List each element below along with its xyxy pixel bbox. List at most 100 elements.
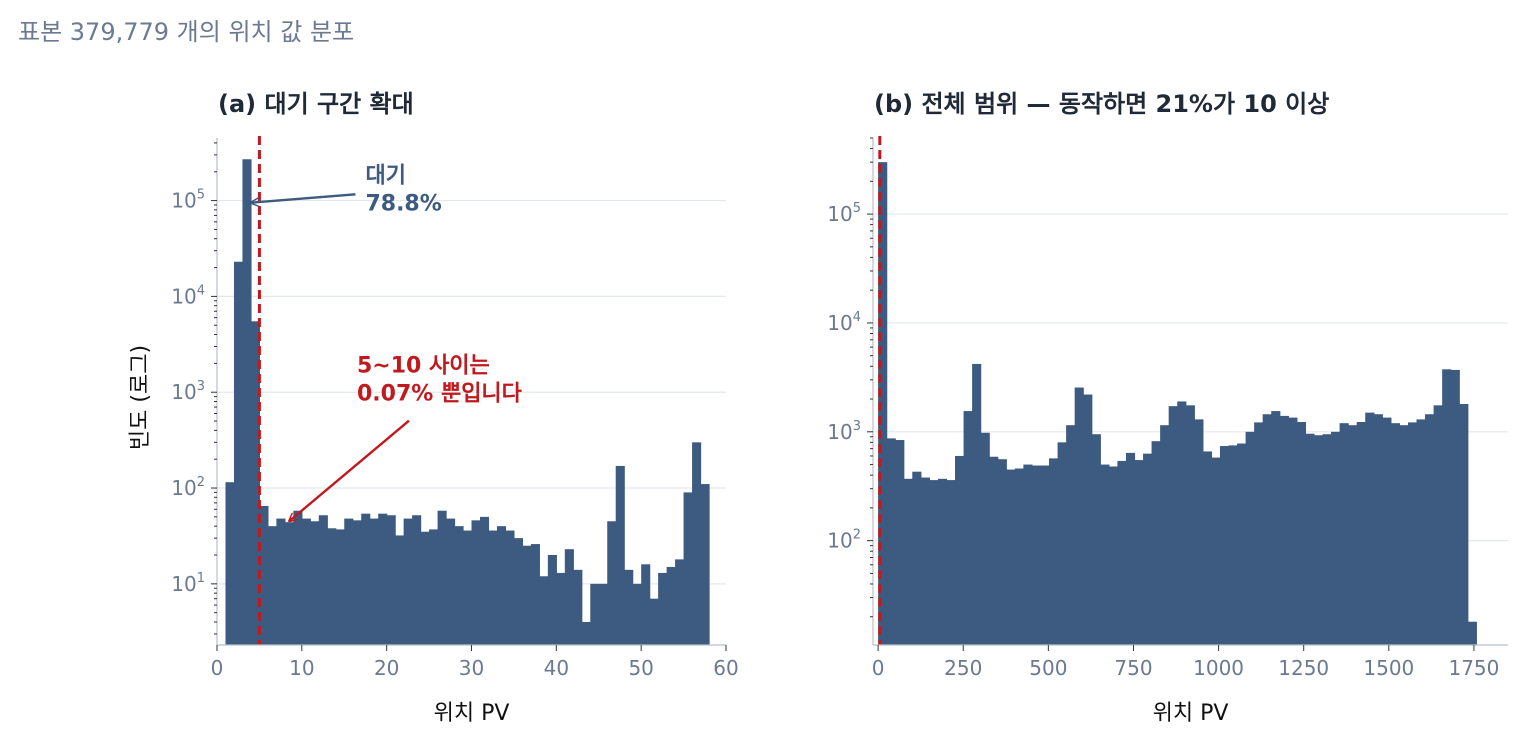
histogram-bar <box>1356 422 1366 645</box>
histogram-bar <box>1442 369 1452 645</box>
figure-suptitle: 표본 379,779 개의 위치 값 분포 <box>18 18 355 46</box>
histogram-bar <box>1399 425 1409 645</box>
histogram-bar <box>463 530 473 645</box>
histogram-bar <box>1228 445 1238 645</box>
histogram-bar <box>1305 433 1315 645</box>
histogram-bar <box>989 456 999 645</box>
x-tick-label: 0 <box>211 656 224 680</box>
histogram-bar <box>1049 458 1059 645</box>
y-tick-label: 105 <box>827 201 861 226</box>
histogram-bar <box>369 518 379 645</box>
histogram-bar <box>590 583 600 645</box>
histogram-bar <box>963 411 973 645</box>
histogram-bar <box>386 515 396 645</box>
histogram-bar <box>505 530 515 645</box>
histogram-bar <box>972 363 982 645</box>
histogram-bar <box>225 482 235 645</box>
histogram-bar <box>1322 434 1332 645</box>
histogram-bar <box>1083 394 1093 645</box>
histogram-bar <box>1254 422 1264 645</box>
histogram-bar <box>1014 468 1024 645</box>
y-tick-label: 102 <box>827 528 861 553</box>
histogram-bar <box>259 505 269 645</box>
histogram-bar <box>496 526 507 645</box>
histogram-bar <box>1467 621 1477 645</box>
histogram-bar <box>929 480 939 645</box>
histogram-bar <box>310 521 320 645</box>
histogram-bar <box>1040 465 1050 645</box>
histogram-bar <box>318 515 328 645</box>
histogram-bar <box>1143 453 1153 645</box>
histogram-bar <box>675 559 685 645</box>
histogram-bar <box>615 465 625 645</box>
panel-title: (b) 전체 범위 — 동작하면 21%가 10 이상 <box>874 90 1329 118</box>
y-tick-label: 102 <box>171 475 205 500</box>
histogram-bar <box>1031 465 1042 645</box>
histogram-bar <box>1117 460 1127 645</box>
histogram-bar <box>1202 451 1213 645</box>
histogram-bar <box>1296 422 1307 645</box>
y-tick-base: 10 <box>171 284 196 308</box>
x-tick-label: 1000 <box>1193 656 1244 680</box>
histogram-bar <box>1151 441 1161 645</box>
histogram-bar <box>692 442 702 645</box>
y-tick-base: 10 <box>171 380 196 404</box>
histogram-bar <box>1382 417 1392 645</box>
y-tick-base: 10 <box>827 420 852 444</box>
histogram-bar <box>1219 446 1230 645</box>
histogram-bar <box>267 526 277 645</box>
histogram-bar <box>530 544 540 645</box>
histogram-bar <box>1407 422 1418 645</box>
histogram-bar <box>700 484 710 645</box>
histogram-bar <box>1168 406 1178 645</box>
histogram-bar <box>581 621 591 645</box>
histogram-bar <box>666 566 676 645</box>
x-axis-label: 위치 PV <box>434 701 510 726</box>
histogram-bar <box>335 529 345 645</box>
histogram-bar <box>598 583 608 645</box>
histogram-bar <box>658 572 668 645</box>
histogram-bar <box>1373 414 1383 645</box>
histogram-bar <box>1425 414 1435 645</box>
y-tick-base: 10 <box>827 311 852 335</box>
y-tick-exponent: 4 <box>853 310 861 325</box>
histogram-bar <box>564 549 574 645</box>
histogram-bar <box>454 526 464 645</box>
histogram-bar <box>1450 369 1460 645</box>
histogram-bar <box>1313 435 1324 645</box>
annotation-text: 대기 <box>365 163 405 188</box>
histogram-bar <box>573 569 583 645</box>
annotation-text: 5~10 사이는 <box>357 354 490 379</box>
histogram-bar <box>980 432 990 645</box>
x-tick-label: 20 <box>374 656 399 680</box>
y-tick-label: 104 <box>171 283 205 308</box>
histogram-bar <box>395 535 405 645</box>
histogram-bar <box>1237 443 1247 645</box>
histogram-bar <box>412 515 422 645</box>
histogram-bar <box>1365 412 1375 645</box>
x-tick-label: 750 <box>1114 656 1152 680</box>
histogram-bar <box>1160 425 1170 645</box>
y-tick-exponent: 5 <box>853 201 861 216</box>
histogram-bar <box>250 321 261 645</box>
histogram-bar <box>886 438 896 645</box>
histogram-bar <box>488 530 498 645</box>
histogram-bar <box>327 528 337 645</box>
histogram-bar <box>556 572 566 645</box>
histogram-bar <box>1177 401 1187 645</box>
histogram-bar <box>641 564 651 645</box>
histogram-bar <box>1416 419 1426 645</box>
histogram-bar <box>420 531 430 645</box>
histogram-bar <box>1348 425 1358 645</box>
histogram-bar <box>352 520 362 645</box>
y-tick-label: 103 <box>827 419 861 444</box>
histogram-bar <box>1023 464 1033 645</box>
panel-title: (a) 대기 구간 확대 <box>218 90 414 118</box>
x-tick-label: 1250 <box>1278 656 1329 680</box>
histogram-bar <box>895 440 905 645</box>
histogram-bar <box>284 522 294 645</box>
annotation-text: 0.07% 뿐입니다 <box>357 382 523 407</box>
y-tick-exponent: 4 <box>197 283 205 298</box>
histogram-bar <box>920 477 930 645</box>
